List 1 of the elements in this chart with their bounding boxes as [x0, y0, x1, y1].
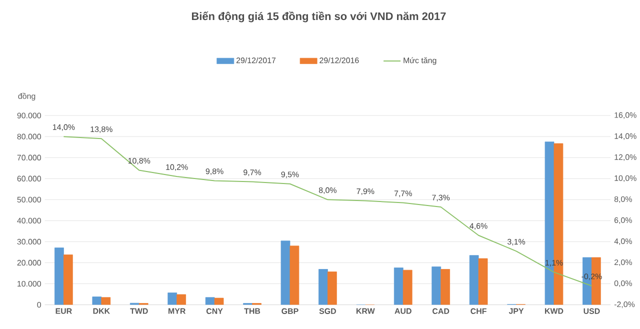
chart-title: Biến động giá 15 đồng tiền so với VND năm 2017: [192, 12, 446, 22]
